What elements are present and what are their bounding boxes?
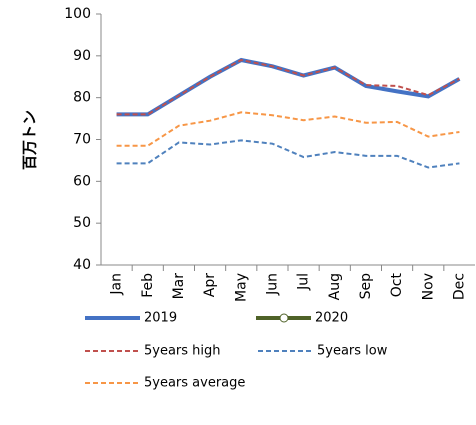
y-tick-label: 70: [73, 132, 91, 148]
x-tick-label: Jan: [109, 273, 125, 296]
legend-label: 5years low: [317, 344, 388, 359]
legend-marker: [279, 313, 289, 323]
x-tick-label: May: [233, 273, 249, 302]
x-tick-label: Jun: [264, 273, 280, 296]
series-line: [116, 111, 460, 147]
y-axis-label: 百万トン: [21, 110, 39, 170]
legend-label: 5years high: [144, 344, 221, 359]
x-tick-label: Sep: [358, 273, 374, 300]
series-line: [116, 57, 461, 117]
series-line: [116, 58, 460, 116]
legend-label: 2020: [315, 311, 348, 326]
x-tick-label: Oct: [389, 273, 405, 298]
series-line: [116, 139, 460, 169]
x-tick-label: Aug: [327, 273, 343, 300]
x-tick-label: Mar: [171, 273, 187, 300]
legend-label: 5years average: [144, 376, 245, 391]
y-tick-label: 60: [73, 173, 91, 189]
y-tick-label: 50: [73, 215, 91, 231]
x-tick-label: Nov: [420, 273, 436, 300]
y-tick-label: 90: [73, 48, 91, 64]
y-tick-label: 80: [73, 90, 91, 106]
x-tick-label: Jul: [296, 273, 312, 291]
x-tick-label: Dec: [451, 273, 467, 300]
legend-label: 2019: [144, 311, 177, 326]
x-tick-label: Feb: [140, 273, 156, 298]
y-tick-label: 100: [64, 6, 91, 22]
y-tick-label: 40: [73, 257, 91, 273]
x-tick-label: Apr: [202, 273, 218, 297]
